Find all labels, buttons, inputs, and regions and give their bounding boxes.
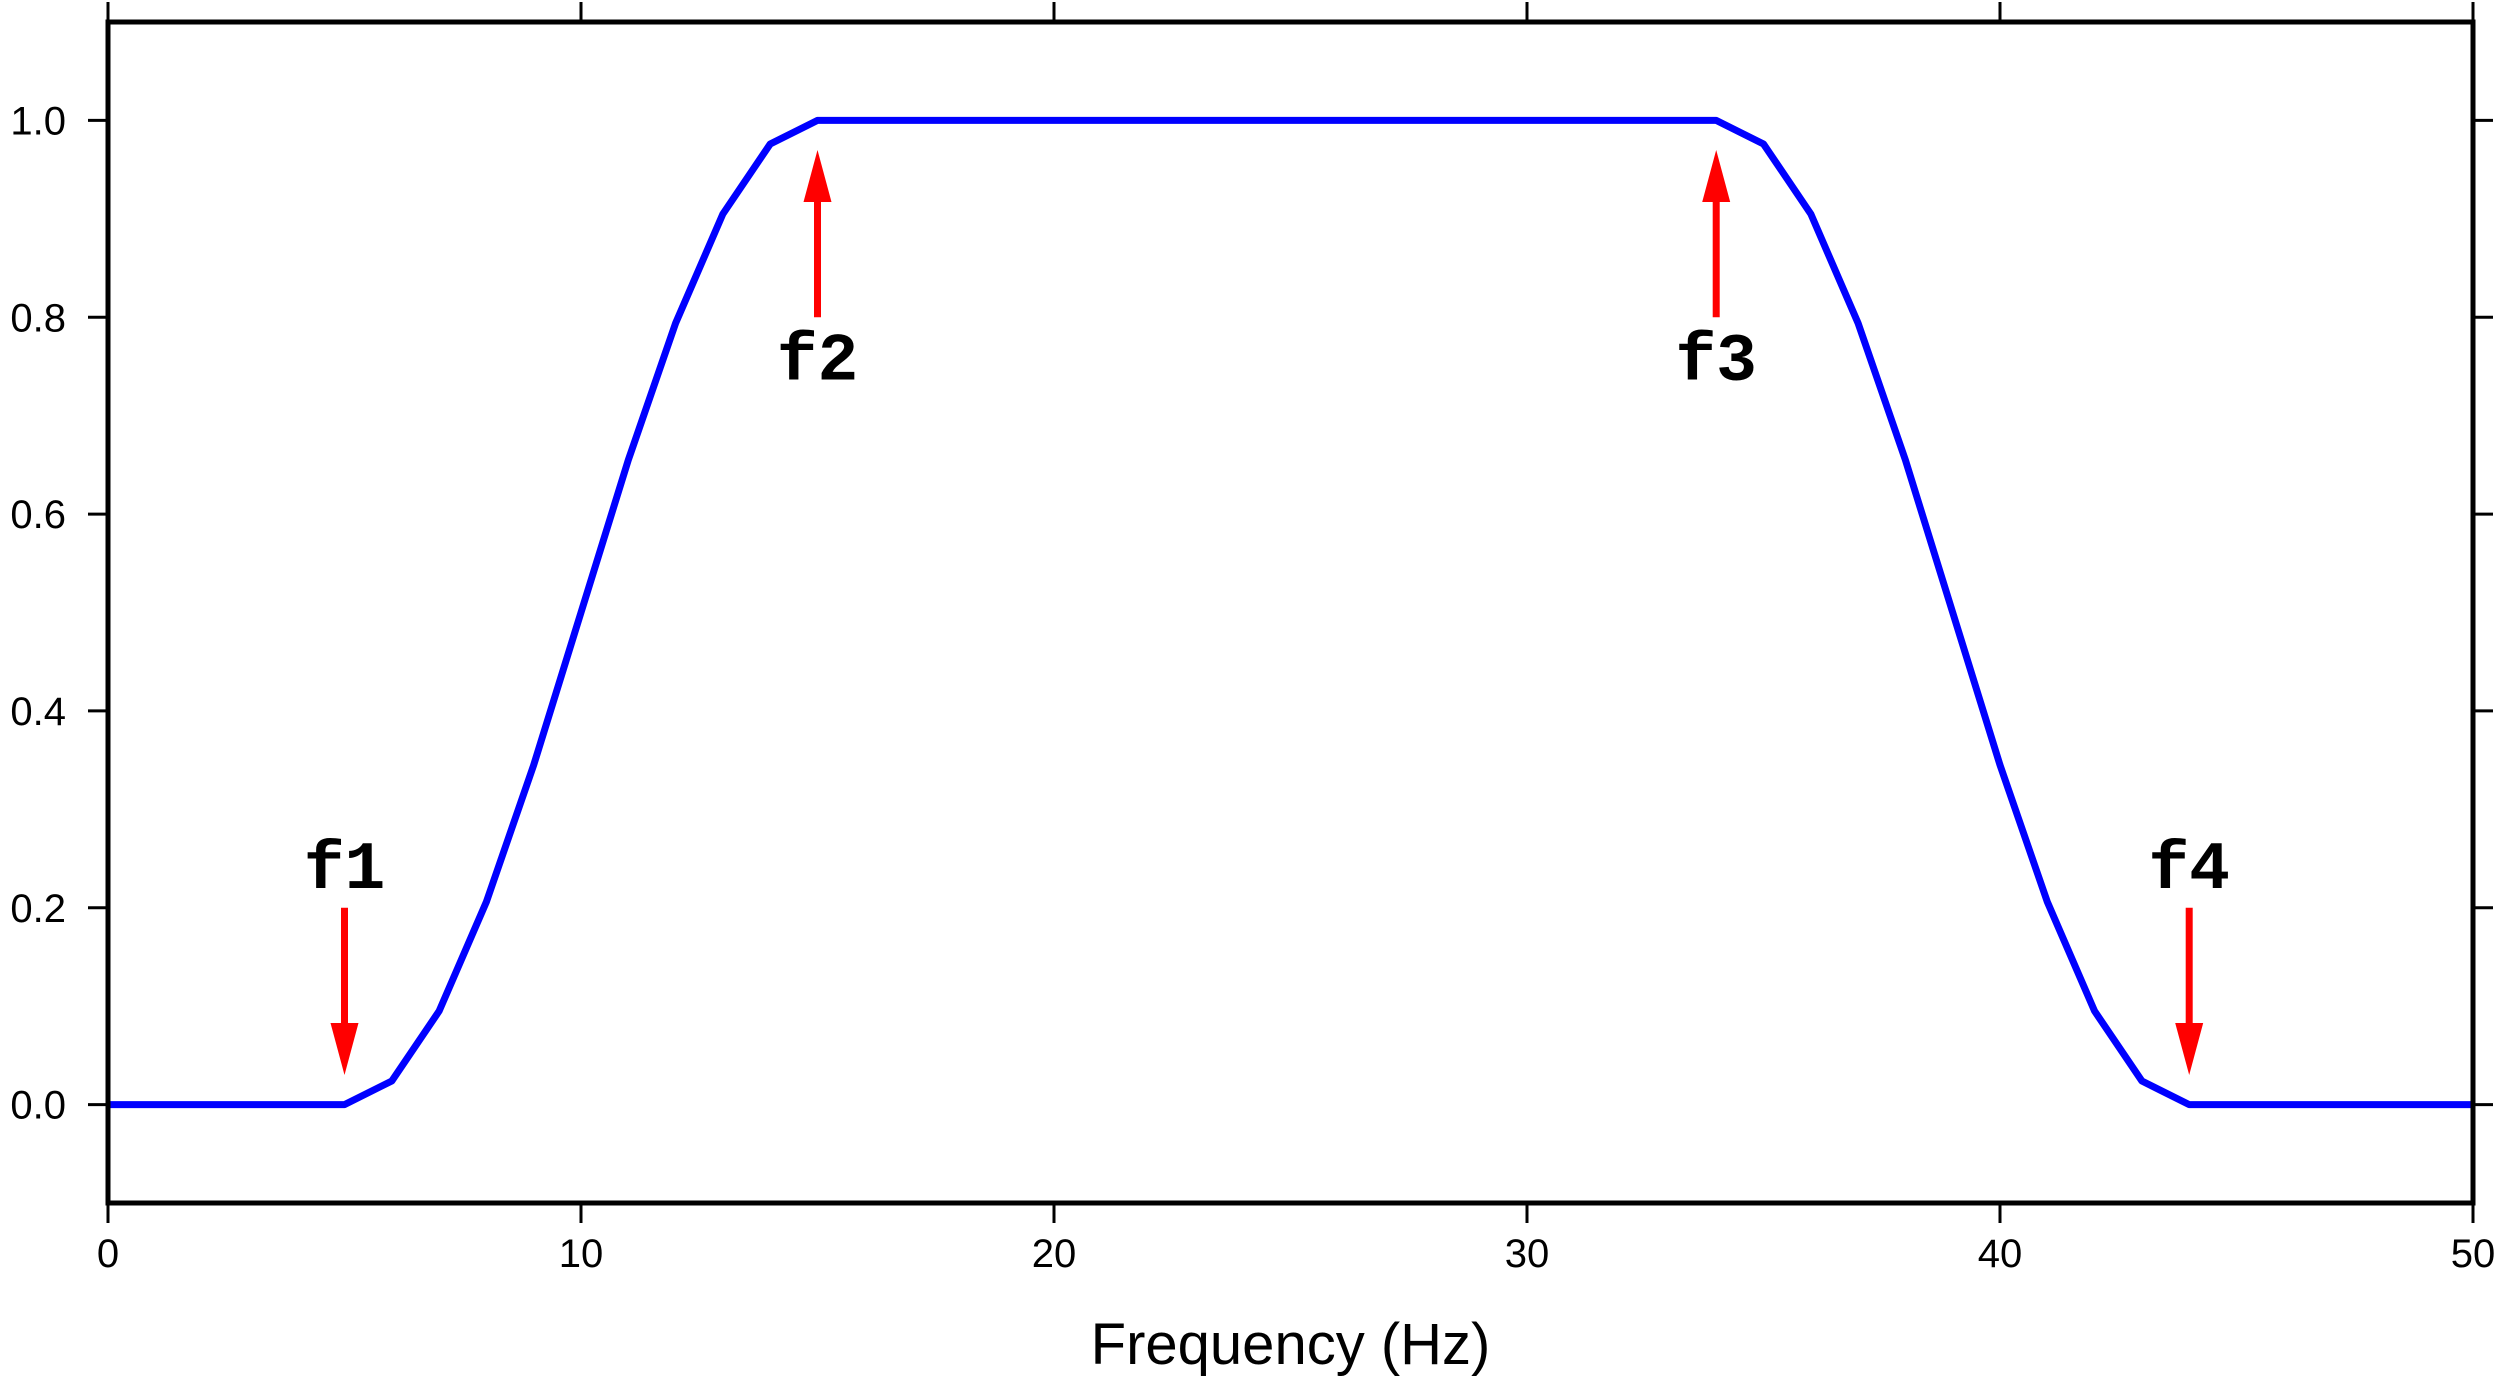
y-tick-label: 0.6 [10,493,66,537]
y-tick-label: 1.0 [10,99,66,143]
x-tick-label: 40 [1978,1232,2023,1276]
marker-arrow-head [2175,1023,2204,1076]
x-tick-label: 20 [1032,1232,1077,1276]
response-curve [108,116,2473,1109]
x-tick-label: 0 [97,1232,119,1276]
x-tick-label: 10 [559,1232,604,1276]
marker-label-f3: f3 [1675,323,1757,400]
y-tick-label: 0.0 [10,1084,66,1128]
y-tick-label: 0.4 [10,690,66,734]
marker-label-f4: f4 [2148,832,2230,909]
marker-arrow-head [330,1023,359,1076]
marker-arrow-head [1702,149,1731,202]
axis-ticks [88,2,2493,1223]
x-axis-title: Frequency (Hz) [1091,1312,1491,1377]
frequency-markers: f1 f2 f3 f4 [304,149,2230,1076]
marker-label-f2: f2 [777,323,859,400]
marker-label-f1: f1 [304,832,386,909]
tick-labels: 0 10 20 30 40 50 0.0 0.2 0.4 0.6 0.8 1.0 [10,99,2495,1276]
y-tick-label: 0.8 [10,296,66,340]
marker-arrow-head [803,149,832,202]
x-tick-label: 50 [2451,1232,2496,1276]
x-tick-label: 30 [1505,1232,1550,1276]
plot-frame [105,19,2476,1206]
y-tick-label: 0.2 [10,887,66,931]
